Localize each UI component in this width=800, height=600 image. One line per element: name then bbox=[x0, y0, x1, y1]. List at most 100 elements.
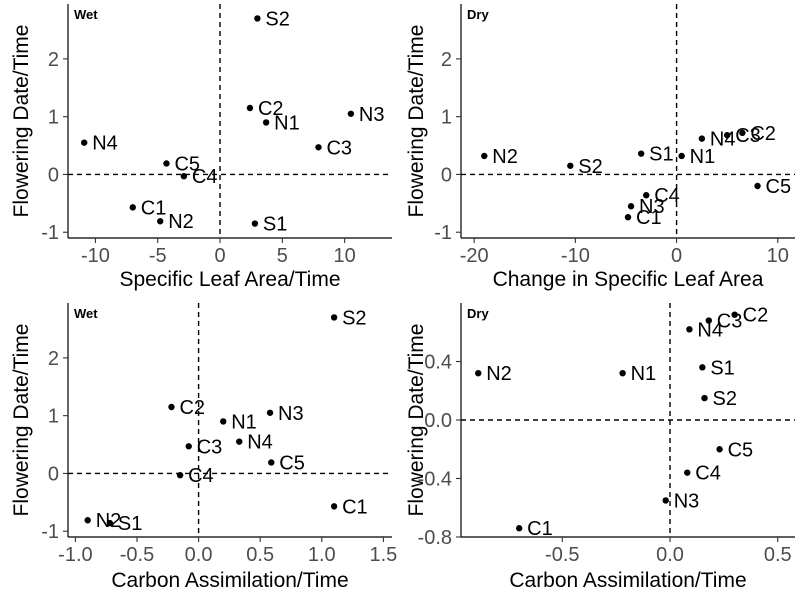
x-tick-label: -10 bbox=[561, 245, 590, 267]
point-label: S2 bbox=[712, 388, 736, 410]
data-point bbox=[106, 519, 114, 527]
data-point bbox=[705, 317, 713, 324]
data-point bbox=[678, 152, 685, 160]
point-label: N2 bbox=[168, 211, 194, 233]
x-tick-label: 0.5 bbox=[764, 544, 792, 566]
x-tick-label: 0.0 bbox=[656, 544, 684, 566]
y-tick-label: 1 bbox=[48, 406, 59, 428]
point-label: C2 bbox=[179, 397, 205, 419]
point-label: C2 bbox=[743, 305, 769, 327]
y-tick-label: 0 bbox=[48, 463, 59, 485]
point-label: S1 bbox=[649, 144, 673, 166]
data-point bbox=[698, 135, 706, 142]
point-label: S1 bbox=[263, 214, 287, 236]
data-point bbox=[731, 311, 738, 318]
data-point bbox=[754, 182, 761, 190]
point-label: C3 bbox=[326, 137, 352, 159]
y-tick-label: 0 bbox=[48, 164, 59, 186]
data-point bbox=[624, 214, 632, 221]
point-label: S2 bbox=[578, 156, 602, 178]
y-tick-label: 2 bbox=[441, 49, 452, 71]
panel-title: Dry bbox=[467, 306, 489, 321]
panel-title: Wet bbox=[74, 306, 98, 321]
point-label: N3 bbox=[674, 490, 700, 512]
point-label: C4 bbox=[654, 185, 680, 207]
x-tick-label: -0.5 bbox=[545, 544, 579, 566]
point-label: S2 bbox=[265, 8, 289, 30]
panel-wet-carbon-assimilation: Wet -1.0 -0.5 0.0 0.5 1.0 1.5 -1 0 1 2 Carbon Assi… bbox=[10, 303, 397, 592]
panel-title: Wet bbox=[74, 7, 98, 22]
data-point bbox=[236, 438, 243, 445]
y-tick-label: -1 bbox=[41, 521, 59, 543]
x-tick-label: 0 bbox=[671, 245, 682, 267]
point-label: N1 bbox=[274, 112, 300, 134]
data-point bbox=[157, 218, 164, 225]
data-point bbox=[481, 152, 488, 160]
data-point bbox=[168, 403, 175, 411]
point-label: C5 bbox=[279, 452, 305, 474]
y-tick-label: 0.4 bbox=[424, 352, 452, 374]
x-tick-label: 5 bbox=[277, 245, 288, 267]
point-label: C2 bbox=[258, 98, 284, 120]
data-point bbox=[662, 497, 669, 504]
point-label: N2 bbox=[492, 146, 518, 168]
data-point bbox=[686, 326, 693, 333]
x-axis-title: Carbon Assimilation/Time bbox=[111, 569, 348, 592]
data-point bbox=[163, 160, 170, 167]
point-label: N4 bbox=[247, 432, 273, 454]
y-tick-label: -0.8 bbox=[418, 527, 452, 549]
x-tick-label: 0.0 bbox=[185, 544, 213, 566]
x-tick-label: 10 bbox=[767, 245, 789, 267]
point-label: N1 bbox=[631, 363, 657, 385]
data-point bbox=[220, 418, 227, 425]
y-tick-label: -1 bbox=[434, 222, 452, 244]
data-point bbox=[254, 15, 261, 22]
point-label: N4 bbox=[92, 133, 118, 155]
point-label: N4 bbox=[710, 129, 736, 151]
point-label: C4 bbox=[192, 166, 218, 188]
x-tick-label: -5 bbox=[149, 245, 167, 267]
point-label: C4 bbox=[188, 465, 214, 487]
data-point bbox=[475, 370, 482, 377]
data-point bbox=[723, 131, 731, 139]
y-axis-title: Flowering Date/Time bbox=[10, 25, 33, 218]
data-point bbox=[347, 110, 355, 117]
y-tick-label: 2 bbox=[48, 348, 59, 370]
data-point bbox=[619, 370, 626, 377]
point-label: C3 bbox=[717, 311, 743, 333]
data-point bbox=[262, 119, 270, 126]
point-label: C3 bbox=[735, 125, 761, 147]
data-point bbox=[567, 162, 574, 169]
data-point bbox=[266, 409, 274, 416]
panel-dry-carbon-assimilation: Dry -0.5 0.0 0.5 -0.8 -0.4 0.0 0.4 Carbon Assim… bbox=[405, 303, 795, 592]
data-point bbox=[739, 129, 746, 137]
y-tick-label: -0.4 bbox=[418, 469, 452, 491]
point-label: N1 bbox=[690, 146, 716, 168]
x-tick-label: -20 bbox=[460, 245, 489, 267]
panel-title: Dry bbox=[467, 7, 489, 22]
y-tick-label: 1 bbox=[441, 107, 452, 129]
data-point bbox=[185, 443, 192, 450]
x-tick-label: 1.0 bbox=[308, 544, 336, 566]
y-axis-title: Flowering Date/Time bbox=[405, 25, 428, 218]
x-tick-label: 0 bbox=[214, 245, 225, 267]
data-point bbox=[315, 144, 322, 151]
point-label: C1 bbox=[636, 207, 662, 229]
data-point bbox=[251, 220, 259, 227]
data-point bbox=[81, 139, 88, 146]
data-point bbox=[515, 525, 523, 532]
data-point bbox=[684, 469, 691, 476]
y-axis-title: Flowering Date/Time bbox=[10, 324, 33, 517]
point-label: C5 bbox=[728, 439, 754, 461]
x-tick-label: -10 bbox=[81, 245, 110, 267]
data-point bbox=[176, 471, 184, 479]
x-tick-label: -1.0 bbox=[58, 544, 92, 566]
data-point bbox=[701, 394, 708, 402]
point-label: C3 bbox=[197, 436, 223, 458]
point-label: N3 bbox=[278, 403, 304, 425]
data-point bbox=[699, 364, 706, 371]
point-label: N1 bbox=[231, 411, 257, 433]
data-point bbox=[643, 192, 650, 199]
